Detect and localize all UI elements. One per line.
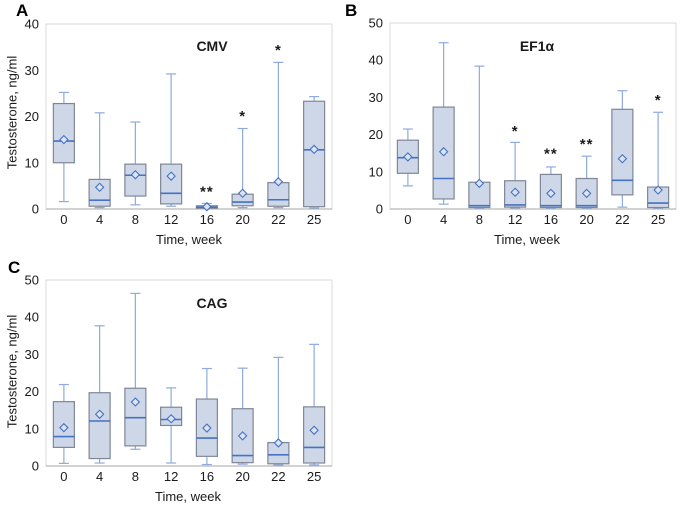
panel-a-plot: 0 10 20 30 40 0 4 8 12 16 ** 20 * 22 * 25 bbox=[25, 17, 333, 227]
mean-marker bbox=[403, 152, 413, 162]
panel-c-title: CAG bbox=[196, 295, 228, 311]
mean-marker bbox=[130, 397, 141, 407]
y-tick-label: 10 bbox=[369, 164, 383, 179]
x-tick-label: 25 bbox=[651, 212, 665, 227]
mean-marker bbox=[474, 178, 485, 189]
panel-c-letter: C bbox=[8, 258, 21, 277]
mean-marker bbox=[166, 171, 176, 181]
mean-marker bbox=[94, 182, 105, 193]
significance-marker: ** bbox=[544, 145, 558, 162]
mean-marker bbox=[581, 188, 592, 199]
mean-marker bbox=[59, 422, 69, 433]
mean-marker bbox=[273, 176, 284, 187]
mean-marker bbox=[237, 188, 248, 199]
y-tick-label: 40 bbox=[25, 17, 39, 32]
mean-marker bbox=[166, 413, 176, 424]
y-tick-label: 0 bbox=[32, 202, 39, 217]
significance-marker: * bbox=[275, 42, 282, 59]
mean-marker bbox=[309, 144, 319, 155]
y-tick-label: 0 bbox=[32, 459, 39, 474]
y-tick-label: 0 bbox=[376, 202, 383, 217]
significance-marker: * bbox=[239, 108, 246, 125]
panel-c-plot: 0 10 20 30 40 50 0 4 8 12 16 20 22 25 bbox=[25, 273, 333, 484]
panel-b-letter: B bbox=[345, 1, 358, 20]
significance-marker: * bbox=[655, 92, 662, 109]
panel-a-letter: A bbox=[16, 1, 29, 20]
mean-marker bbox=[237, 431, 248, 441]
panel-b-x-axis-title: Time, week bbox=[494, 232, 560, 247]
mean-marker bbox=[309, 425, 319, 436]
box bbox=[88, 392, 111, 460]
y-tick-label: 40 bbox=[25, 310, 39, 325]
mean-marker bbox=[130, 169, 141, 180]
mean-marker bbox=[438, 146, 449, 157]
y-tick-label: 20 bbox=[369, 127, 383, 142]
mean-marker bbox=[94, 409, 105, 420]
x-tick-label: 16 bbox=[200, 469, 214, 484]
mean-marker bbox=[59, 134, 69, 145]
significance-marker: * bbox=[512, 123, 519, 140]
x-tick-label: 16 bbox=[544, 212, 558, 227]
x-tick-label: 0 bbox=[60, 469, 67, 484]
x-tick-label: 20 bbox=[579, 212, 593, 227]
mean-marker bbox=[653, 185, 663, 195]
x-tick-label: 4 bbox=[96, 212, 103, 227]
x-tick-label: 12 bbox=[508, 212, 522, 227]
x-tick-label: 25 bbox=[307, 469, 321, 484]
x-tick-label: 0 bbox=[60, 212, 67, 227]
y-tick-label: 10 bbox=[25, 421, 39, 436]
box bbox=[124, 163, 147, 197]
mean-marker bbox=[273, 438, 284, 448]
panel-a: A Testosterone, ng/ml CMV Time, week 0 10… bbox=[0, 0, 342, 255]
box bbox=[52, 102, 75, 164]
x-tick-label: 8 bbox=[476, 212, 483, 227]
panel-a-title: CMV bbox=[196, 38, 228, 54]
y-tick-label: 30 bbox=[25, 347, 39, 362]
x-tick-label: 0 bbox=[404, 212, 411, 227]
x-tick-label: 22 bbox=[615, 212, 629, 227]
y-tick-label: 30 bbox=[369, 90, 383, 105]
y-tick-label: 50 bbox=[25, 273, 39, 288]
x-tick-label: 22 bbox=[271, 469, 285, 484]
y-tick-label: 10 bbox=[25, 155, 39, 170]
y-tick-label: 20 bbox=[25, 109, 39, 124]
y-tick-label: 30 bbox=[25, 63, 39, 78]
x-tick-label: 20 bbox=[235, 469, 249, 484]
mean-marker bbox=[617, 154, 628, 164]
x-tick-label: 22 bbox=[271, 212, 285, 227]
panel-b-plot: 0 10 20 30 40 50 0 4 8 12 * 16 ** 20 ** 22 25 * bbox=[369, 16, 677, 227]
mean-marker bbox=[202, 423, 212, 433]
mean-marker bbox=[546, 188, 556, 199]
panel-a-x-axis-title: Time, week bbox=[156, 232, 222, 247]
x-tick-label: 8 bbox=[132, 469, 139, 484]
panel-c: C Testosterone, ng/ml CAG Time, week 0 10… bbox=[0, 255, 342, 511]
x-tick-label: 12 bbox=[164, 212, 178, 227]
y-tick-label: 20 bbox=[25, 384, 39, 399]
mean-marker bbox=[510, 187, 520, 198]
panel-b-title: EF1α bbox=[519, 38, 555, 54]
significance-marker: ** bbox=[200, 184, 214, 201]
y-tick-label: 40 bbox=[369, 53, 383, 68]
significance-marker: ** bbox=[580, 136, 594, 153]
box bbox=[611, 108, 634, 196]
x-tick-label: 4 bbox=[96, 469, 103, 484]
x-tick-label: 25 bbox=[307, 212, 321, 227]
x-tick-label: 16 bbox=[200, 212, 214, 227]
box bbox=[160, 163, 183, 205]
x-tick-label: 12 bbox=[164, 469, 178, 484]
x-tick-label: 8 bbox=[132, 212, 139, 227]
panel-c-x-axis-title: Time, week bbox=[155, 489, 221, 504]
y-tick-label: 50 bbox=[369, 16, 383, 31]
x-tick-label: 4 bbox=[440, 212, 447, 227]
x-tick-label: 20 bbox=[235, 212, 249, 227]
mean-marker bbox=[202, 201, 212, 212]
panel-b: B EF1α Time, week 0 10 20 30 40 50 0 4 8 12 * 16 ** 2… bbox=[342, 0, 685, 255]
